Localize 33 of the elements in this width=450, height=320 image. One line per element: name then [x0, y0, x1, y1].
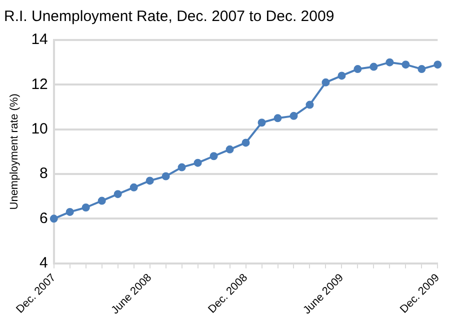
point — [194, 158, 202, 167]
point — [66, 208, 74, 216]
point — [402, 60, 410, 69]
point — [162, 172, 170, 180]
y-axis-title: Unemployment rate (%) — [8, 94, 21, 210]
point — [386, 58, 394, 66]
point — [98, 196, 106, 205]
point — [290, 112, 298, 120]
point — [418, 65, 426, 74]
point — [306, 100, 314, 109]
y-tick-label: 10 — [31, 120, 48, 138]
point — [338, 72, 346, 80]
y-tick-label: 8 — [40, 165, 48, 182]
point — [242, 138, 250, 147]
point — [354, 65, 362, 74]
point — [226, 145, 234, 154]
point — [258, 118, 266, 127]
point — [274, 114, 282, 122]
point — [322, 78, 330, 86]
y-tick-label: 14 — [31, 31, 48, 48]
point — [210, 152, 218, 160]
chart-title: R.I. Unemployment Rate, Dec. 2007 to Dec. 2009 — [4, 8, 334, 26]
y-tick-label: 6 — [40, 210, 48, 227]
point — [114, 190, 122, 198]
point — [50, 214, 58, 223]
point — [130, 183, 138, 192]
y-tick-label: 12 — [31, 76, 48, 93]
point — [82, 204, 90, 212]
point — [370, 62, 378, 71]
y-tick-label: 4 — [40, 254, 48, 272]
point — [146, 176, 154, 185]
point — [178, 163, 186, 172]
point — [434, 60, 442, 69]
